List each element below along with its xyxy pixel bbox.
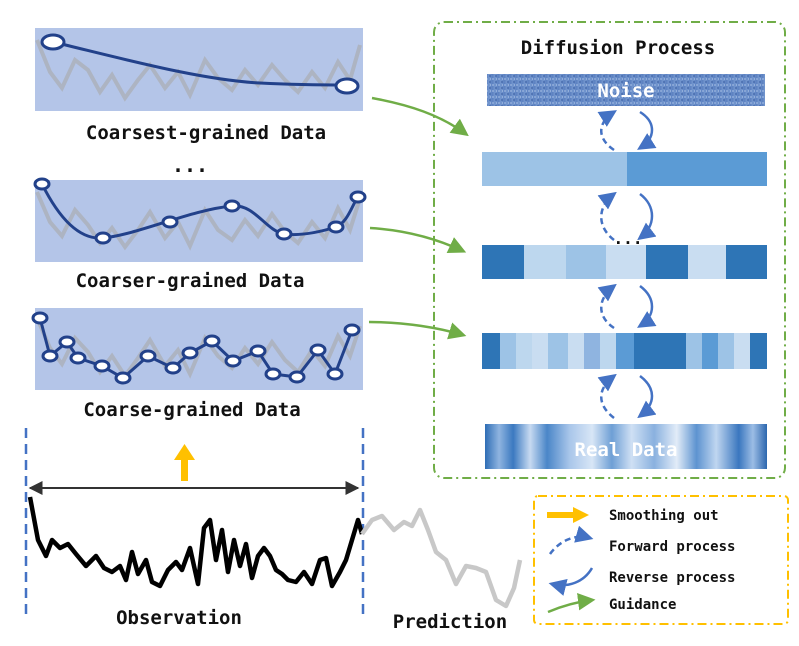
diffusion-title: Diffusion Process: [521, 37, 715, 59]
coarse-nodes: [31, 311, 361, 385]
coarse-strip: [482, 333, 767, 369]
data-node: [288, 370, 306, 384]
data-node: [224, 354, 242, 368]
guidance-arrow-icon: [547, 593, 596, 614]
data-node: [161, 215, 179, 229]
data-node: [69, 351, 87, 365]
reverse-process-icon: [548, 567, 594, 596]
data-node: [275, 227, 293, 241]
data-node: [334, 77, 360, 95]
legend-box: [533, 495, 789, 625]
reverse-process-arrow: [637, 193, 657, 241]
noise-strip: Noise: [487, 74, 765, 106]
reverse-process-arrow: [637, 375, 657, 419]
data-node: [40, 33, 66, 51]
data-node: [94, 231, 112, 245]
observation-label: Observation: [116, 607, 242, 629]
forward-process-arrow: [597, 373, 617, 419]
forward-process-arrow: [597, 191, 617, 241]
data-node: [349, 190, 367, 204]
diffusion-process-box: [433, 21, 786, 479]
data-node: [181, 346, 199, 360]
legend-label: Reverse process: [609, 570, 735, 586]
data-node: [343, 323, 361, 337]
coarser-panel: [33, 177, 367, 262]
background-series: [35, 39, 362, 102]
diffusion-ellipsis: ...: [614, 229, 643, 248]
data-node: [114, 371, 132, 385]
forward-process-icon: [548, 525, 594, 555]
data-node: [41, 349, 59, 363]
data-node: [249, 344, 267, 358]
real-data-strip: Real Data: [485, 424, 767, 469]
process-arrows: [597, 110, 657, 419]
coarser-strip: [482, 245, 767, 279]
prediction-label: Prediction: [393, 611, 507, 633]
left-ellipsis: ...: [172, 153, 208, 177]
guidance-arrow: [368, 320, 467, 340]
data-node: [139, 349, 157, 363]
coarsest-curve: [52, 40, 348, 87]
data-node: [93, 359, 111, 373]
data-node: [309, 343, 327, 357]
guidance-arrow: [371, 96, 469, 137]
data-node: [164, 361, 182, 375]
coarsest-strip: [482, 152, 767, 186]
data-node: [327, 220, 345, 234]
coarse-panel: [31, 308, 363, 390]
data-node: [223, 199, 241, 213]
forward-process-arrow: [597, 283, 617, 330]
smoothing-arrow-icon: [174, 444, 195, 481]
noise-label: Noise: [597, 80, 654, 102]
data-node: [31, 311, 49, 325]
reverse-process-arrow: [637, 285, 657, 328]
data-node: [203, 334, 221, 348]
real-data-label: Real Data: [575, 439, 678, 461]
background-series: [35, 191, 362, 251]
legend-item-forward: Forward process: [548, 525, 735, 555]
legend-item-guidance: Guidance: [547, 593, 676, 614]
data-node: [33, 177, 51, 191]
data-node: [326, 367, 344, 381]
guidance-arrow: [369, 226, 467, 254]
data-node: [58, 335, 76, 349]
smoothing-arrow-icon: [547, 507, 589, 523]
forward-process-arrow: [597, 110, 617, 152]
coarse-label: Coarse-grained Data: [83, 399, 300, 421]
prediction-series: [360, 507, 523, 609]
legend-label: Smoothing out: [609, 508, 719, 524]
legend-label: Forward process: [609, 539, 735, 555]
coarsest-panel: [35, 28, 363, 111]
coarsest-label: Coarsest-grained Data: [86, 122, 326, 144]
legend-label: Guidance: [609, 597, 676, 613]
coarser-label: Coarser-grained Data: [76, 270, 305, 292]
observation-series: [27, 496, 365, 589]
legend-item-reverse: Reverse process: [548, 567, 735, 596]
data-node: [264, 367, 282, 381]
legend-item-smoothing: Smoothing out: [547, 507, 719, 524]
reverse-process-arrow: [637, 110, 657, 150]
